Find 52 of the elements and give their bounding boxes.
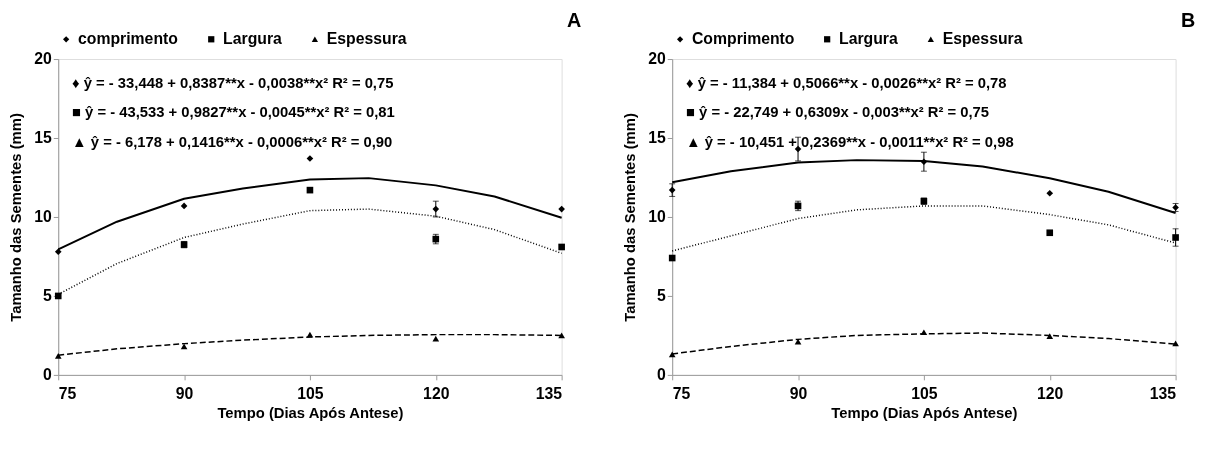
x-tick-label: 90	[175, 385, 194, 403]
x-tick-label: 105	[297, 385, 324, 403]
text: A	[567, 9, 582, 32]
annotation: ▲ ŷ = - 6,178 + 0,1416**x - 0,0006**x² R² = 0,90	[72, 133, 393, 150]
x-tick-label: 135	[1149, 385, 1177, 403]
point	[558, 243, 565, 251]
y-axis-title: Tamanho das Sementes (mm)	[622, 113, 639, 322]
x-tick-label: 105	[911, 385, 938, 403]
annotation: ▲ ŷ = - 10,451 + 0,2369**x - 0,0011**x² R² = 0,98	[686, 133, 1014, 150]
annotation: ■ ŷ = - 22,749 + 0,6309x - 0,003**x² R² = 0,75	[686, 104, 990, 121]
point	[1046, 189, 1054, 197]
point	[432, 205, 440, 213]
x-tick-label: 135	[535, 385, 563, 403]
legend-label: Largura	[839, 30, 898, 48]
x-tick-label: 75	[58, 385, 77, 403]
point	[54, 248, 62, 256]
legend-label: Espessura	[326, 30, 407, 48]
point	[794, 338, 802, 345]
x-axis-title: Tempo (Dias Após Antese)	[217, 404, 404, 421]
annotation: ♦ ŷ = - 11,384 + 0,5066**x - 0,0026**x² R² = 0,78	[686, 74, 1007, 91]
y-axis-title: Tamanho das Sementes (mm)	[8, 113, 25, 322]
y-tick-label: 15	[648, 129, 666, 147]
y-tick-label: 20	[648, 50, 666, 68]
x-tick-label: 90	[789, 385, 808, 403]
y-tick-label: 5	[43, 287, 53, 305]
y-tick-label: 5	[656, 287, 666, 305]
point	[1046, 333, 1054, 340]
point	[180, 202, 188, 210]
text: B	[1181, 9, 1196, 32]
x-tick-label: 120	[423, 385, 450, 403]
legend-label: Comprimento	[691, 30, 795, 48]
point	[1046, 229, 1054, 237]
legend-label: comprimento	[77, 30, 179, 48]
point	[920, 329, 928, 336]
y-tick-label: 20	[34, 50, 53, 68]
point	[558, 205, 565, 213]
legend-label: Largura	[223, 30, 283, 48]
x-tick-label: 120	[1037, 385, 1064, 403]
y-tick-label: 0	[43, 366, 53, 384]
x-tick-label: 75	[672, 385, 691, 403]
annotation: ♦ ŷ = - 33,448 + 0,8387**x - 0,0038**x² R² = 0,75	[72, 74, 394, 91]
point	[54, 353, 62, 359]
x-axis-title: Tempo (Dias Após Antese)	[831, 404, 1018, 421]
y-tick-label: 0	[656, 366, 666, 384]
legend-label: Espessura	[942, 30, 1023, 48]
y-tick-label: 10	[648, 208, 666, 226]
point	[668, 254, 676, 262]
y-tick-label: 10	[34, 208, 53, 226]
annotation: ■ ŷ = - 43,533 + 0,9827**x - 0,0045**x² R² = 0,81	[72, 104, 395, 121]
y-tick-label: 15	[34, 129, 53, 147]
point	[1172, 234, 1179, 241]
point	[920, 158, 928, 165]
